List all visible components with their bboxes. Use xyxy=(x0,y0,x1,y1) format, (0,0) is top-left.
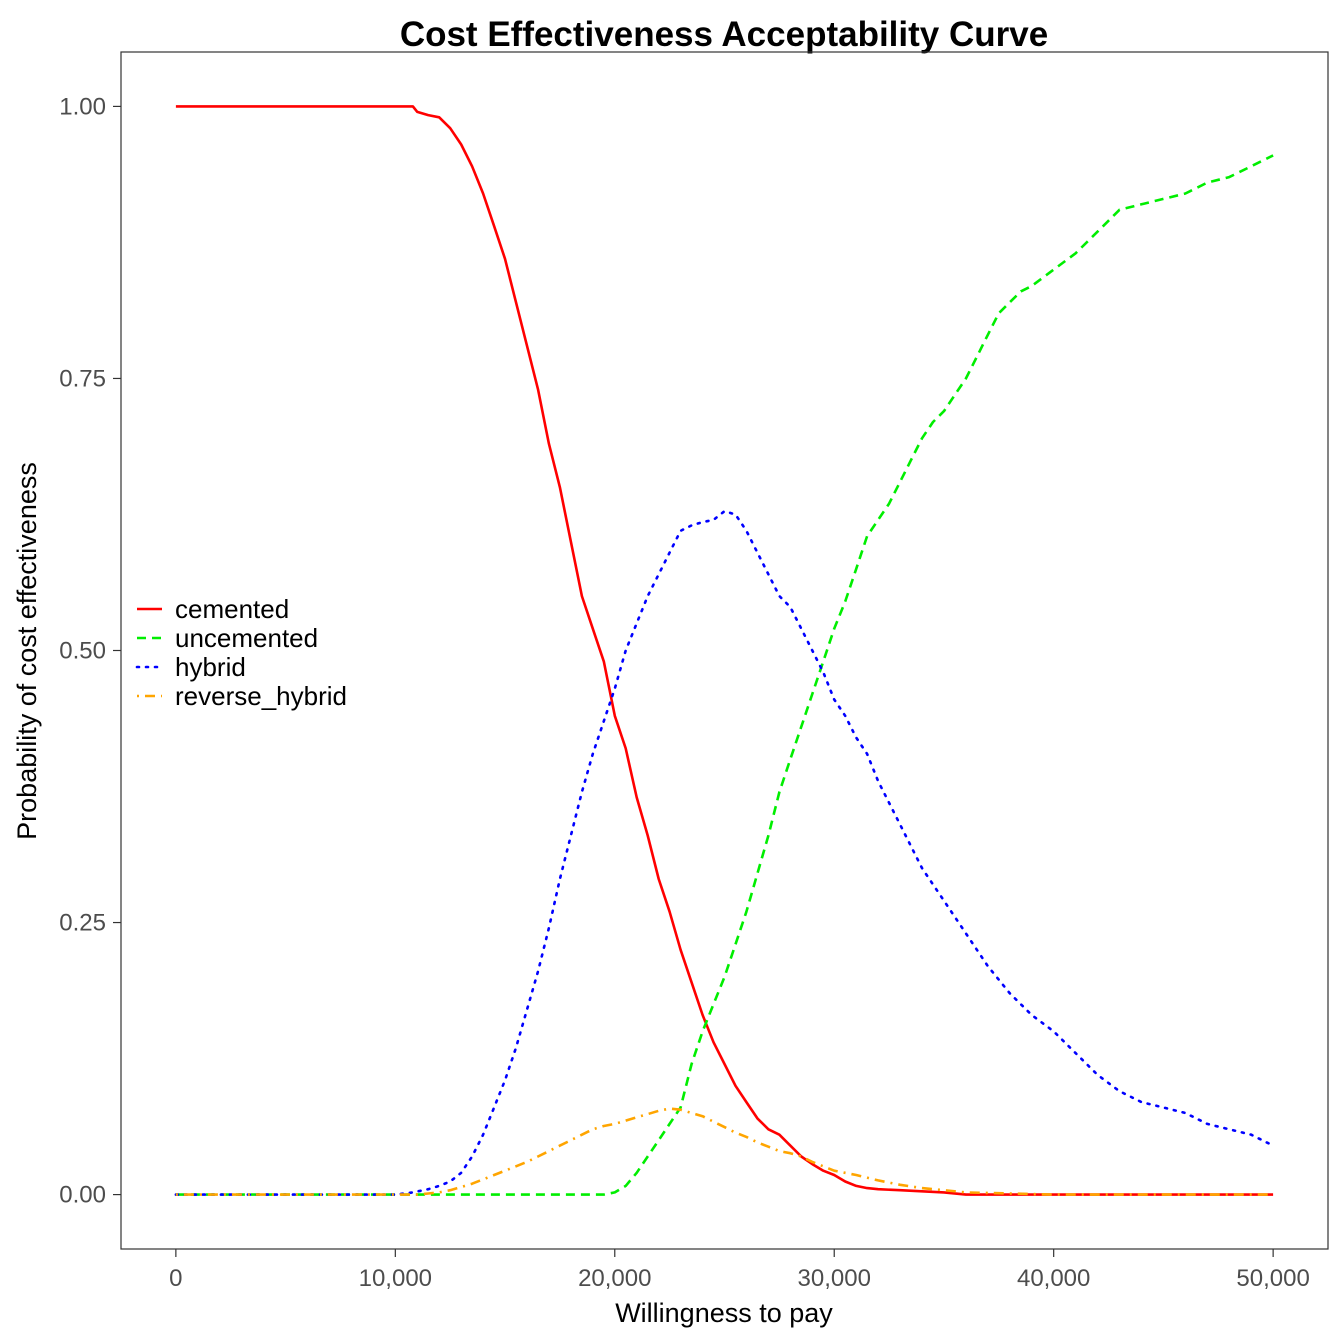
y-tick-label: 0.50 xyxy=(59,638,106,665)
axes: 0 10,000 20,000 30,000 40,000 50,000 0.00 0.25 0… xyxy=(59,93,1310,1292)
y-tick-label: 0.00 xyxy=(59,1182,106,1209)
x-tick-label: 10,000 xyxy=(359,1265,432,1292)
legend-label-reverse-hybrid: reverse_hybrid xyxy=(175,681,347,711)
y-tick-label: 1.00 xyxy=(59,93,106,120)
series-line-hybrid xyxy=(174,509,1275,1196)
x-tick-label: 30,000 xyxy=(798,1265,871,1292)
series-line-cemented xyxy=(175,105,1274,1196)
y-tick-label: 0.75 xyxy=(59,365,106,392)
x-tick-label: 20,000 xyxy=(578,1265,651,1292)
legend-label-uncemented: uncemented xyxy=(175,623,318,653)
y-axis-title: Probability of cost effectiveness xyxy=(12,462,42,840)
legend-label-cemented: cemented xyxy=(175,594,289,624)
x-tick-label: 50,000 xyxy=(1236,1265,1309,1292)
y-tick-label: 0.25 xyxy=(59,910,106,937)
plot-area xyxy=(174,105,1275,1196)
legend-label-hybrid: hybrid xyxy=(175,652,246,682)
series-line-uncemented xyxy=(175,154,1274,1196)
x-axis-title: Willingness to pay xyxy=(615,1298,833,1328)
chart-title: Cost Effectiveness Acceptability Curve xyxy=(400,15,1048,54)
x-tick-label: 0 xyxy=(169,1265,182,1292)
series-line-reverse-hybrid xyxy=(175,1107,1274,1196)
x-tick-label: 40,000 xyxy=(1017,1265,1090,1292)
